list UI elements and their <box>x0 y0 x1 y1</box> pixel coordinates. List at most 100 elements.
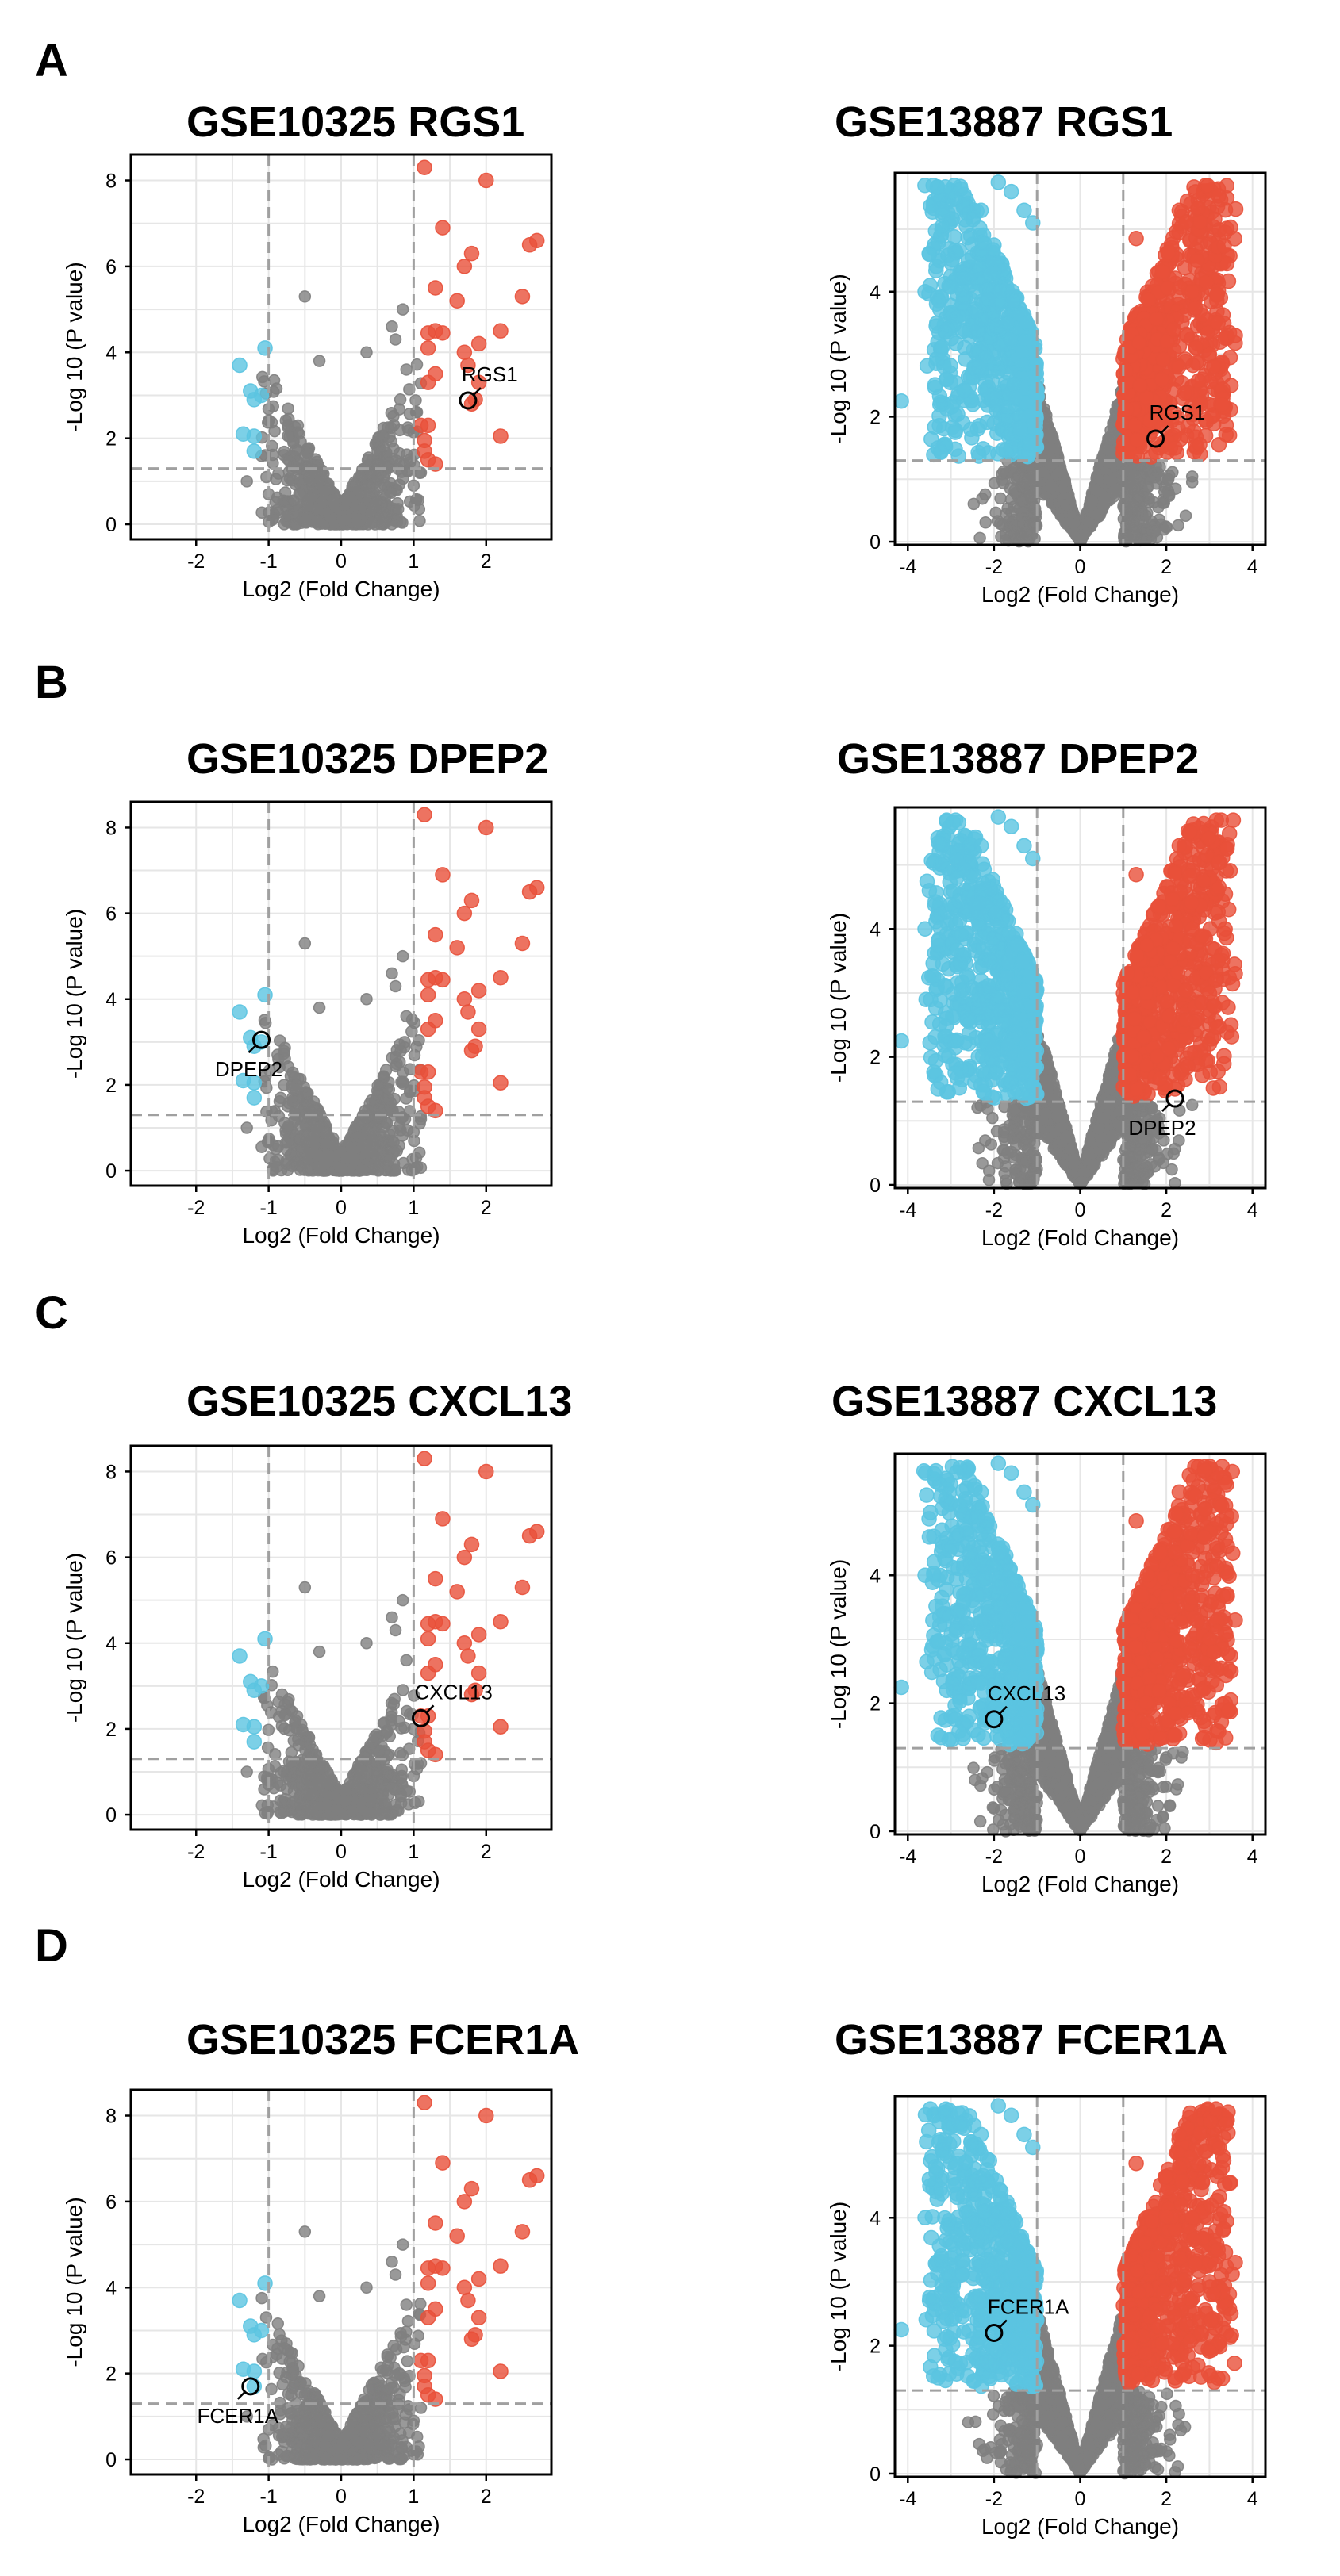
ns-point <box>1058 499 1072 512</box>
ns-point <box>1021 523 1034 537</box>
up-point <box>1149 311 1165 328</box>
ns-point <box>378 459 392 472</box>
up-point <box>1177 385 1193 401</box>
ns-point <box>1185 470 1199 483</box>
x-axis-label: Log2 (Fold Change) <box>981 582 1179 607</box>
down-point <box>893 393 909 409</box>
ns-point <box>305 490 317 504</box>
down-point <box>1022 436 1039 453</box>
ns-point <box>409 406 423 419</box>
down-point <box>990 174 1007 190</box>
down-point <box>919 358 935 374</box>
down-point <box>246 392 263 408</box>
ns-point <box>1128 481 1141 493</box>
up-point <box>1127 417 1143 433</box>
down-point <box>1019 314 1035 331</box>
y-tick-label: 2 <box>106 428 117 450</box>
y-tick-label: 0 <box>106 514 117 536</box>
up-point <box>435 220 451 236</box>
up-point <box>1227 328 1243 343</box>
down-point <box>934 218 950 234</box>
ns-point <box>374 445 387 458</box>
down-point <box>988 318 1004 335</box>
down-point <box>1006 377 1022 393</box>
ns-point <box>325 512 339 525</box>
down-point <box>973 202 989 219</box>
up-point <box>1192 214 1208 230</box>
up-point <box>521 237 538 253</box>
ns-point <box>1001 502 1014 515</box>
ns-point <box>363 481 375 493</box>
ns-point <box>377 421 390 435</box>
ns-point <box>367 500 381 513</box>
down-point <box>257 340 273 356</box>
down-point <box>946 228 962 245</box>
down-point <box>962 421 979 438</box>
ns-point <box>281 473 294 487</box>
up-point <box>1210 315 1227 331</box>
y-tick-label: 0 <box>870 531 881 554</box>
ns-point <box>313 355 326 367</box>
down-point <box>982 266 998 282</box>
ns-point <box>994 492 1007 505</box>
ns-point <box>1104 432 1117 446</box>
down-point <box>937 179 954 195</box>
down-point <box>981 291 996 308</box>
ns-point <box>284 424 298 438</box>
up-point <box>456 259 473 274</box>
chart-title: GSE10325 RGS1 <box>186 98 524 146</box>
up-point <box>1184 284 1200 300</box>
up-point <box>1170 359 1187 375</box>
ns-point <box>268 424 281 438</box>
up-point <box>1171 202 1188 219</box>
down-point <box>246 443 263 459</box>
down-point <box>939 371 954 387</box>
ns-point <box>967 497 981 511</box>
ns-point <box>1097 491 1111 504</box>
ns-point <box>979 516 992 529</box>
up-point <box>1167 440 1183 456</box>
up-point <box>449 293 465 309</box>
x-tick-label: -2 <box>187 550 205 573</box>
up-point <box>1190 200 1206 217</box>
ns-point <box>1101 443 1114 456</box>
up-point <box>1200 178 1215 194</box>
ns-point <box>256 370 269 384</box>
panel-letter-d: D <box>35 1920 68 1972</box>
up-point <box>1211 188 1227 204</box>
ns-point <box>1067 516 1081 530</box>
ns-point <box>386 320 398 333</box>
panel-letter-b: B <box>35 657 68 708</box>
up-point <box>420 340 436 356</box>
up-point <box>1118 362 1134 378</box>
ns-point <box>290 504 303 518</box>
up-point <box>420 374 436 390</box>
ns-point <box>1141 523 1154 536</box>
x-tick-label: 2 <box>1161 556 1172 578</box>
up-point <box>1189 252 1205 269</box>
down-point <box>1005 293 1022 309</box>
ns-point <box>973 531 986 545</box>
up-point <box>1154 371 1170 388</box>
x-axis-label: Log2 (Fold Change) <box>242 577 440 601</box>
up-point <box>420 417 436 434</box>
up-point <box>1206 358 1222 375</box>
up-point <box>1216 238 1232 254</box>
down-point <box>943 279 958 295</box>
down-point <box>957 382 973 399</box>
up-point <box>1154 263 1171 280</box>
up-point <box>1131 335 1147 351</box>
up-point <box>1160 244 1177 260</box>
up-point <box>428 280 443 296</box>
ns-point <box>1045 481 1058 493</box>
ns-point <box>317 485 330 499</box>
up-point <box>1129 432 1145 448</box>
ns-point <box>1149 470 1161 484</box>
ns-point <box>301 446 313 458</box>
ns-point <box>1172 519 1184 532</box>
down-point <box>1012 420 1028 437</box>
ns-point <box>1052 466 1065 478</box>
up-point <box>478 172 494 189</box>
up-point <box>1209 286 1225 302</box>
